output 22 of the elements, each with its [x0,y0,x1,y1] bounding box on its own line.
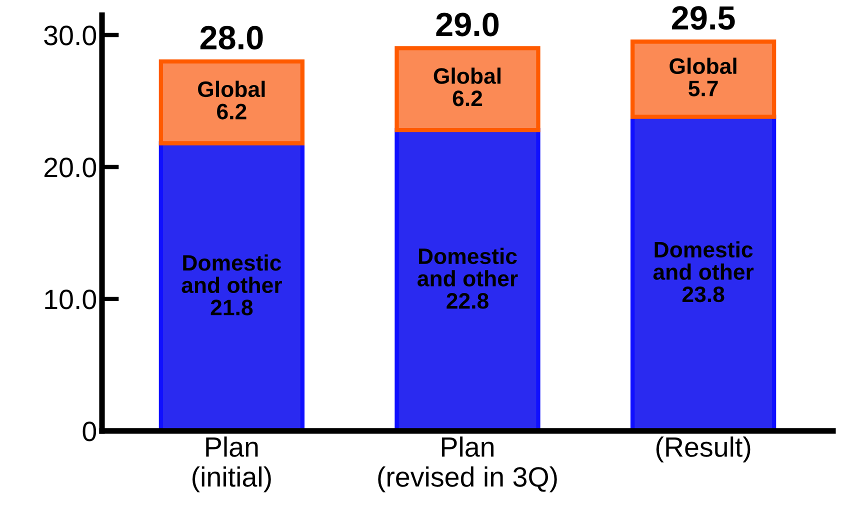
text: Domestic and other [182,254,282,294]
y-tick-label: 30.0 [44,26,96,46]
x-tick-label: (Result) [656,436,750,462]
y-tick-label: 10.0 [45,290,96,310]
y-tick-label: 0 [82,422,96,442]
text: Global [434,68,500,84]
total-label: 28.0 [200,26,263,50]
data-label: 5.7 [688,80,718,96]
total-label: 29.5 [672,6,735,30]
x-tick-label: Plan (initial) [192,436,271,492]
series-label: Domestic and other [653,241,754,280]
x-tick-label: Plan (revised in 3Q) [378,436,557,492]
data-label: 22.8 [446,293,488,309]
data-label: 6.2 [452,90,482,106]
data-label: 23.8 [682,286,724,302]
text: Domestic and other [418,248,518,286]
series-label: Global [670,58,736,74]
data-label: 21.8 [210,300,253,316]
y-tick-label: 20.0 [44,158,96,178]
total-label: 29.0 [436,12,499,36]
data-label: 6.2 [217,104,246,120]
text: Global [198,80,265,98]
